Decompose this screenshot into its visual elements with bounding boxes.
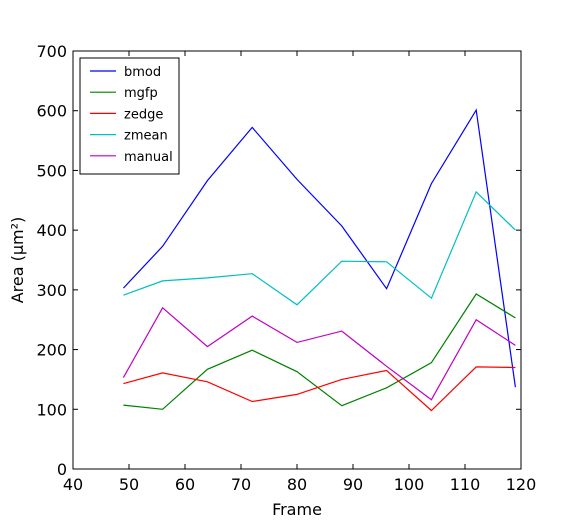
y-tick-label: 500	[36, 161, 67, 180]
y-tick-label: 300	[36, 281, 67, 300]
series-line-mgfp	[123, 293, 516, 410]
x-tick-label: 80	[287, 475, 307, 494]
legend-label-mgfp: mgfp	[124, 86, 158, 101]
y-tick-label: 0	[57, 460, 67, 479]
x-tick-label: 120	[506, 475, 537, 494]
y-axis-title: Area (μm²)	[8, 217, 27, 304]
legend: bmod mgfp zedge zmean manual	[79, 57, 180, 175]
legend-label-manual: manual	[124, 150, 173, 165]
x-axis-title: Frame	[272, 500, 322, 519]
y-tick-label: 100	[36, 400, 67, 419]
y-tick-label: 700	[36, 42, 67, 61]
x-tick-label: 100	[394, 475, 425, 494]
x-tick-label: 70	[231, 475, 251, 494]
x-tick-label: 60	[175, 475, 195, 494]
series-line-manual	[122, 306, 516, 401]
legend-label-zedge: zedge	[124, 107, 163, 122]
ticks-layer: 40 50 60 70 80 90 100 110 120 0 100 200 300 400 500 600…	[36, 42, 536, 494]
series-line-zedge	[123, 366, 516, 412]
x-tick-label: 90	[343, 475, 363, 494]
series-line-bmod	[122, 108, 516, 388]
y-tick-label: 200	[36, 341, 67, 360]
x-tick-label: 110	[450, 475, 481, 494]
x-tick-label: 50	[119, 475, 139, 494]
y-tick-label: 600	[36, 102, 67, 121]
legend-label-zmean: zmean	[124, 129, 168, 144]
legend-label-bmod: bmod	[124, 65, 161, 80]
x-tick-label: 40	[63, 475, 83, 494]
series-line-zmean	[123, 190, 516, 306]
legend-box	[79, 57, 180, 175]
series-layer	[122, 108, 516, 412]
y-tick-label: 400	[36, 221, 67, 240]
